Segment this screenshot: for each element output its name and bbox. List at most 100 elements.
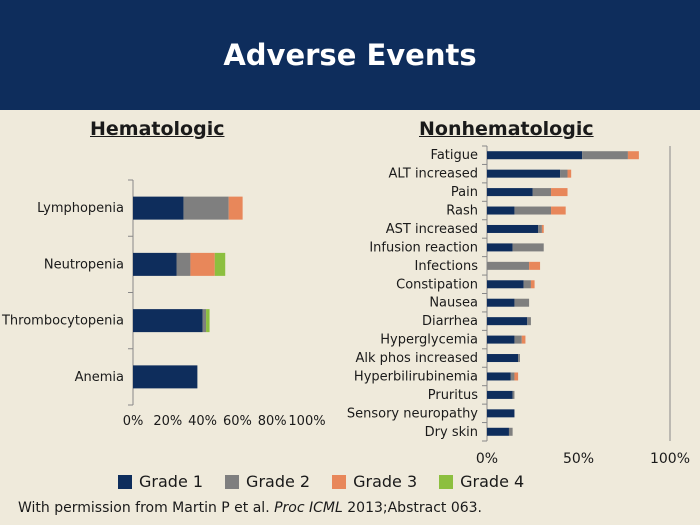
category-label-fatigue: Fatigue: [431, 148, 478, 163]
category-label-pain: Pain: [451, 185, 478, 200]
x-tick-label: 100%: [288, 414, 325, 429]
category-label-lymphopenia: Lymphopenia: [37, 201, 124, 216]
category-label-thrombocytopenia: Thrombocytopenia: [1, 314, 124, 329]
nonhematologic-title: Nonhematologic: [419, 118, 594, 140]
bar-nausea-grade-2: [514, 298, 530, 307]
bar-rash-grade-1: [487, 206, 515, 215]
bar-neutropenia-grade-2: [176, 252, 191, 276]
bar-rash-grade-3: [551, 206, 566, 215]
x-tick-label: 80%: [258, 414, 287, 429]
legend-label-grade4: Grade 4: [460, 472, 525, 491]
legend-swatch-grade4: [439, 474, 454, 489]
x-tick-label: 0%: [476, 451, 498, 465]
category-label-ast-increased: AST increased: [386, 222, 478, 237]
bar-hyperglycemia-grade-2: [514, 335, 522, 344]
bar-pain-grade-2: [532, 188, 552, 197]
bar-diarrhea-grade-1: [487, 317, 528, 326]
bar-pruritus-grade-2: [512, 390, 515, 399]
bar-alk-phos-increased-grade-2: [518, 354, 520, 363]
bar-dry-skin-grade-2: [508, 427, 513, 436]
bar-constipation-grade-3: [530, 280, 535, 289]
hematologic-chart: Lymphopenia Neutropenia Thrombocytopenia An…: [1, 179, 326, 429]
bar-constipation-grade-1: [487, 280, 524, 289]
legend-label-grade2: Grade 2: [246, 472, 311, 491]
bar-pain-grade-1: [487, 188, 533, 197]
bar-hyperbilirubinemia-grade-1: [487, 372, 511, 381]
category-label-diarrhea: Diarrhea: [422, 314, 478, 329]
category-label-anemia: Anemia: [75, 370, 124, 385]
bar-nausea-grade-1: [487, 298, 515, 307]
bar-alk-phos-increased-grade-1: [487, 354, 519, 363]
bar-fatigue-grade-1: [487, 151, 583, 160]
bar-neutropenia-grade-1: [133, 252, 177, 276]
legend-item-grade2: Grade 2: [225, 472, 310, 491]
footer-citation: With permission from Martin P et al. Pro…: [18, 500, 482, 516]
x-tick-label: 20%: [153, 414, 182, 429]
bar-thrombocytopenia-grade-1: [133, 309, 203, 333]
bar-infections-grade-2: [487, 261, 530, 270]
category-label-dry-skin: Dry skin: [425, 425, 478, 440]
bar-ast-increased-grade-3: [541, 224, 544, 233]
category-label-sensory-neuropathy: Sensory neuropathy: [347, 406, 478, 421]
category-label-alk-phos-increased: Alk phos increased: [355, 351, 478, 366]
bar-alt-increased-grade-3: [567, 169, 572, 178]
bar-dry-skin-grade-1: [487, 427, 509, 436]
legend: Grade 1 Grade 2 Grade 3 Grade 4: [118, 472, 546, 491]
bar-anemia-grade-1: [133, 365, 198, 389]
bar-thrombocytopenia-grade-2: [202, 309, 207, 333]
footer-prefix: With permission from Martin P et al.: [18, 500, 275, 516]
bar-lymphopenia-grade-1: [133, 196, 184, 220]
legend-label-grade1: Grade 1: [139, 472, 204, 491]
bar-hyperbilirubinemia-grade-2: [510, 372, 515, 381]
category-label-constipation: Constipation: [396, 277, 478, 292]
legend-swatch-grade2: [225, 474, 240, 489]
category-label-infections: Infections: [415, 259, 479, 274]
page-title: Adverse Events: [223, 38, 477, 72]
x-tick-label: 100%: [650, 451, 690, 465]
bar-infections-grade-3: [529, 261, 541, 270]
title-banner: [0, 0, 700, 110]
legend-item-grade3: Grade 3: [332, 472, 417, 491]
bar-infusion-reaction-grade-2: [512, 243, 544, 252]
category-label-hyperglycemia: Hyperglycemia: [380, 333, 478, 348]
bar-hyperglycemia-grade-1: [487, 335, 515, 344]
x-tick-label: 40%: [188, 414, 217, 429]
bar-thrombocytopenia-grade-4: [206, 309, 210, 333]
x-tick-label: 50%: [563, 451, 594, 465]
footer-journal: Proc ICML: [274, 500, 343, 516]
x-tick-label: 60%: [223, 414, 252, 429]
category-label-pruritus: Pruritus: [428, 388, 478, 403]
category-label-infusion-reaction: Infusion reaction: [369, 240, 478, 255]
bar-fatigue-grade-2: [582, 151, 628, 160]
footer-suffix: 2013;Abstract 063.: [342, 500, 482, 516]
bar-diarrhea-grade-2: [527, 317, 531, 326]
bar-hyperglycemia-grade-3: [521, 335, 526, 344]
bar-infusion-reaction-grade-1: [487, 243, 513, 252]
bar-neutropenia-grade-4: [214, 252, 226, 276]
hematologic-title: Hematologic: [90, 118, 225, 140]
bar-neutropenia-grade-3: [190, 252, 215, 276]
legend-item-grade4: Grade 4: [439, 472, 524, 491]
bar-fatigue-grade-3: [627, 151, 639, 160]
bar-alt-increased-grade-2: [560, 169, 568, 178]
category-label-rash: Rash: [446, 204, 478, 219]
category-label-neutropenia: Neutropenia: [44, 257, 124, 272]
bar-alt-increased-grade-1: [487, 169, 561, 178]
bar-lymphopenia-grade-3: [228, 196, 243, 220]
category-label-alt-increased: ALT increased: [389, 167, 478, 182]
category-label-hyperbilirubinemia: Hyperbilirubinemia: [354, 369, 478, 384]
x-tick-label: 0%: [123, 414, 144, 429]
category-label-nausea: Nausea: [429, 296, 478, 311]
bar-pain-grade-3: [551, 188, 568, 197]
bar-ast-increased-grade-1: [487, 224, 539, 233]
bar-hyperbilirubinemia-grade-3: [514, 372, 519, 381]
bar-ast-increased-grade-2: [538, 224, 542, 233]
legend-swatch-grade1: [118, 474, 132, 489]
nonhematologic-chart: Fatigue ALT increased Pain Rash AST increase…: [347, 145, 690, 465]
legend-swatch-grade3: [332, 474, 347, 489]
bar-pruritus-grade-1: [487, 390, 513, 399]
bar-constipation-grade-2: [523, 280, 531, 289]
bar-rash-grade-2: [514, 206, 552, 215]
bar-sensory-neuropathy-grade-1: [487, 409, 515, 418]
legend-item-grade1: Grade 1: [118, 472, 203, 491]
